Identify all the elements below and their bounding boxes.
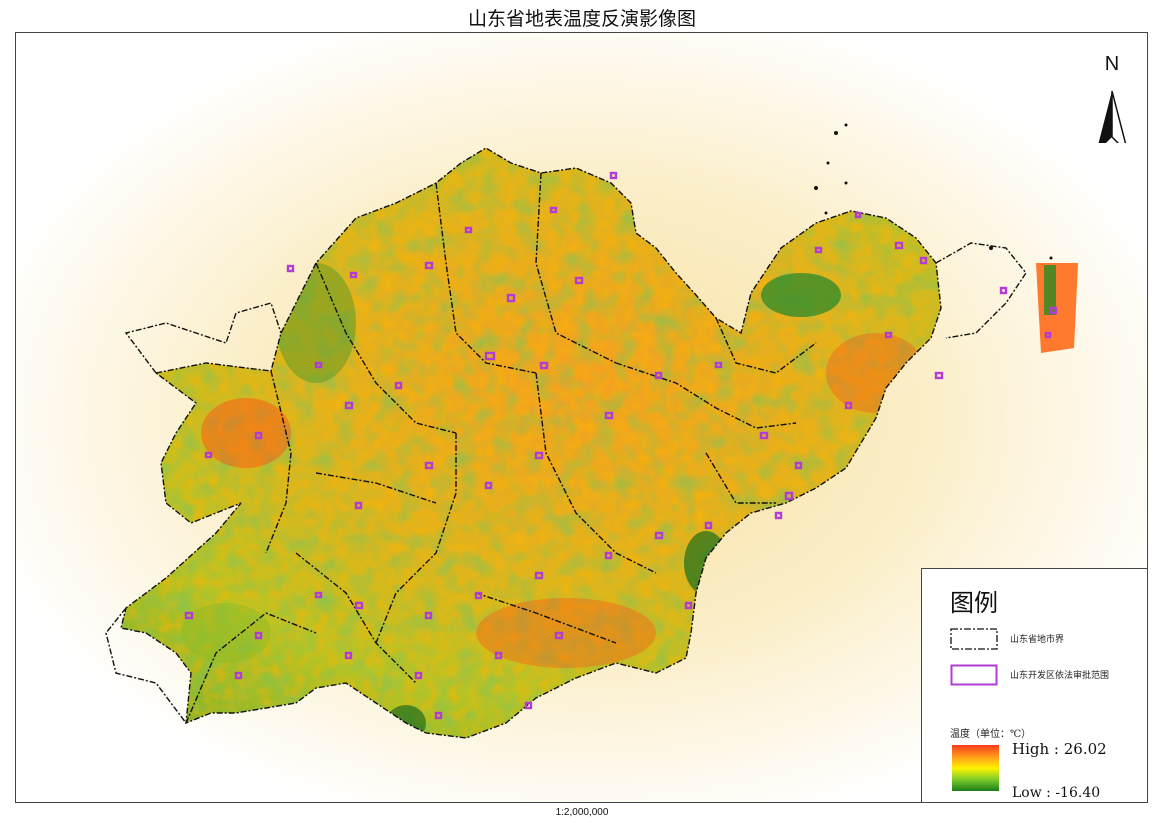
legend-zone-row: 山东开发区依法审批范围: [950, 663, 1145, 687]
legend-title: 图例: [950, 589, 998, 617]
city-boundaries: [105, 147, 1027, 739]
legend-boundary-row: 山东省地市界: [950, 627, 1145, 651]
legend-low-label: Low : -16.40: [1012, 785, 1101, 801]
legend-zone-label: 山东开发区依法审批范围: [1010, 671, 1110, 681]
map-canvas[interactable]: [16, 33, 1148, 803]
dashed-boundary-icon: [950, 628, 998, 650]
development-zones: [184, 171, 1058, 720]
islands: [814, 123, 1053, 260]
legend-panel: 图例 山东省地市界 山东开发区依法审批范围 温度（单位：℃） High : 26…: [921, 568, 1147, 802]
north-arrow-icon: [1098, 90, 1127, 143]
north-label: N: [1104, 53, 1120, 75]
legend-temperature-title: 温度（单位：℃）: [950, 729, 1032, 740]
zone-outline-icon: [950, 664, 998, 686]
north-arrow: N: [1092, 53, 1132, 143]
legend-boundary-label: 山东省地市界: [1010, 635, 1065, 645]
scale-text: 1:2,000,000: [555, 807, 609, 818]
map-title: 山东省地表温度反演影像图: [467, 8, 696, 30]
map-frame[interactable]: N 图例 山东省地市界 山东开发区依法审批范围 温度（单位：℃） High : …: [15, 32, 1148, 803]
legend-high-label: High : 26.02: [1012, 740, 1107, 758]
temperature-color-ramp: [952, 745, 999, 791]
